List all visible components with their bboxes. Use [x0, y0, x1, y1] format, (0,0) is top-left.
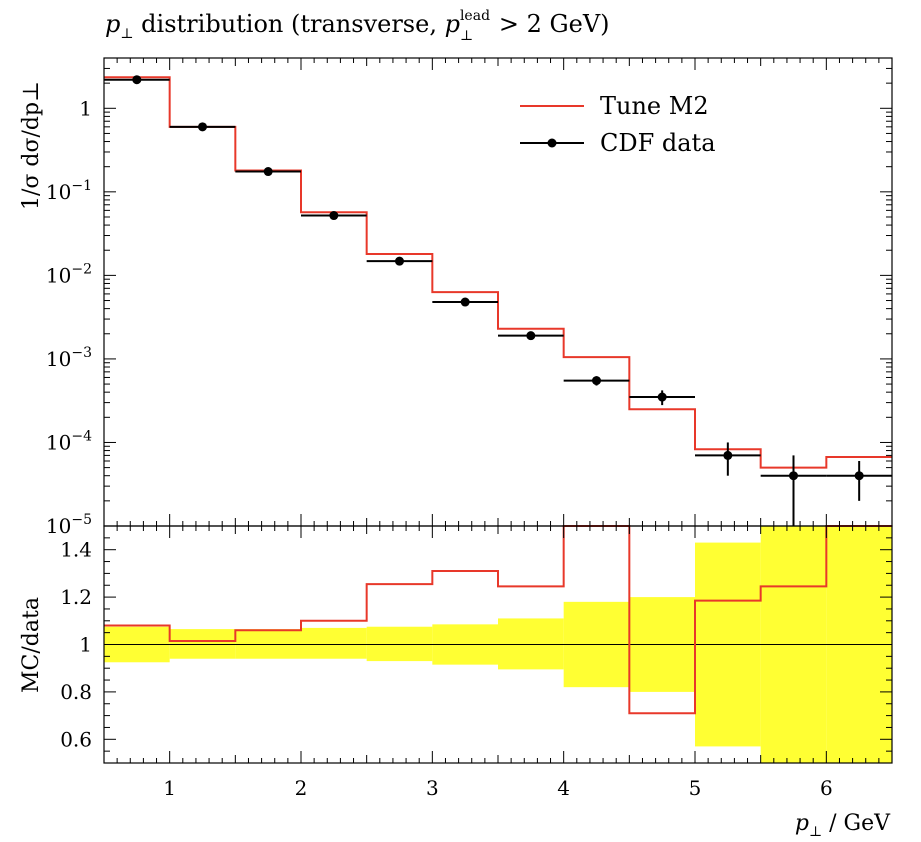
y-tick-label-main: 1: [79, 96, 92, 120]
ratio-band-bin: [169, 629, 236, 659]
y-tick-label-ratio: 1: [79, 633, 92, 657]
data-point: [263, 167, 273, 177]
y-tick-label-ratio: 1.2: [60, 585, 92, 609]
x-tick-label: 4: [557, 776, 570, 800]
axis-ticks: [103, 57, 893, 764]
y-tick-label-main: 10−2: [46, 261, 92, 287]
ratio-band-bin: [498, 618, 564, 670]
y-tick-label-ratio: 0.6: [60, 727, 92, 751]
data-point: [395, 256, 404, 266]
legend: Tune M2 CDF data: [520, 92, 716, 157]
tick-labels: 1 2 3 4 5 6 1 10−1 10−2 10−3 10−4 10−51.4 1.2 1 0.8 0.6: [46, 96, 833, 800]
y-axis-label-main: 1/σ dσ/dp⊥: [19, 81, 44, 210]
y-tick-label-main: 10−4: [46, 428, 92, 454]
legend-label-tune-m2: Tune M2: [600, 92, 709, 120]
data-point: [329, 211, 339, 221]
y-tick-label-main: 10−1: [46, 178, 92, 204]
ratio-band-bin: [235, 629, 301, 659]
x-tick-label: 1: [163, 776, 176, 800]
ratio-band-bin: [366, 626, 433, 662]
data-point: [460, 297, 470, 307]
legend-label-cdf-data: CDF data: [600, 129, 716, 157]
chart-title: p⊥ distribution (transverse, plead ⊥ > 2 …: [105, 8, 610, 44]
data-point: [854, 471, 864, 481]
data-point: [526, 331, 536, 341]
ratio-band-bin: [301, 627, 367, 659]
data-point: [789, 471, 798, 481]
data-point: [592, 376, 601, 386]
y-tick-label-main: 10−3: [46, 345, 92, 371]
x-tick-label: 2: [295, 776, 308, 800]
x-tick-label: 6: [820, 776, 833, 800]
y-tick-label-ratio: 1.4: [60, 538, 92, 562]
series-cdf-data: [104, 75, 892, 526]
legend-marker-cdf-data: [547, 138, 557, 148]
x-axis-label: p⊥ / GeV: [795, 811, 891, 840]
data-point: [657, 392, 667, 402]
y-tick-label-main: 10−5: [46, 512, 92, 538]
ratio-mc-line: [104, 525, 892, 715]
x-tick-label: 5: [689, 776, 702, 800]
y-axis-label-ratio: MC/data: [19, 597, 44, 693]
x-tick-label: 3: [426, 776, 439, 800]
y-tick-label-ratio: 0.8: [60, 680, 92, 704]
data-point: [723, 450, 733, 460]
series-tune-m2: [104, 76, 892, 469]
data-point: [198, 122, 207, 132]
data-point: [132, 75, 142, 85]
